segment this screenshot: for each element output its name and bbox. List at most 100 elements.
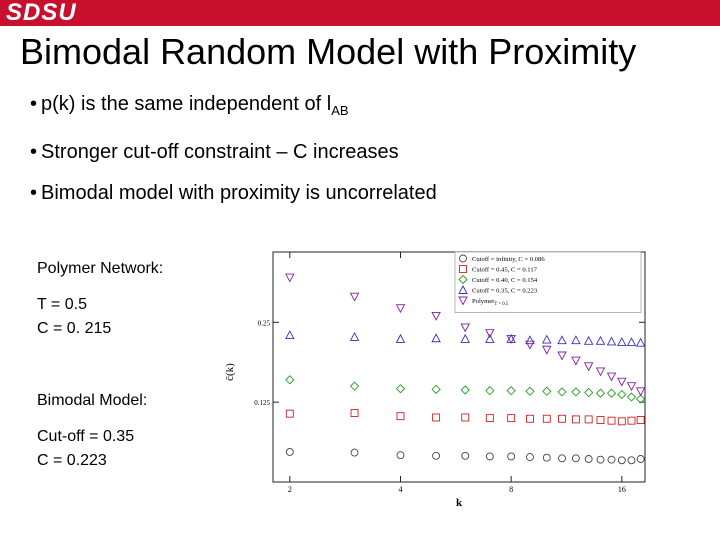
- data-point: [596, 416, 605, 424]
- data-point: [606, 336, 617, 346]
- data-point: [431, 384, 441, 394]
- data-point: [525, 340, 535, 350]
- data-point: [606, 372, 617, 382]
- data-point: [595, 335, 606, 345]
- legend-label: PolymerT = 0.5: [472, 298, 509, 307]
- bullet-text: Bimodal model with proximity is uncorrel…: [41, 182, 437, 204]
- polymer-heading: Polymer Network:: [37, 260, 164, 277]
- data-point: [395, 333, 406, 343]
- legend-label: Cutoff = infinity, C = 0.086: [472, 256, 545, 263]
- legend-label: Cutoff = 0.40, C = 0.154: [472, 277, 538, 284]
- data-point: [431, 333, 441, 343]
- legend-marker: [458, 296, 468, 306]
- data-point: [395, 304, 406, 314]
- data-point: [635, 387, 646, 397]
- data-point: [584, 415, 593, 424]
- clustering-chart: 2 4 8 16 0.125 0.25 k c̄(k) Cutoff = infinity, C…: [224, 251, 646, 509]
- data-point: [285, 448, 294, 456]
- data-point: [350, 409, 359, 417]
- bullet-icon: •: [30, 182, 38, 204]
- bullet-list: • p(k) is the same independent of lAB • St…: [30, 92, 437, 222]
- x-tick-label: 8: [509, 485, 513, 494]
- sdsu-logo: SDSU: [6, 0, 77, 26]
- legend-label-subscript: T = 0.5: [494, 302, 509, 307]
- series-3: [285, 330, 646, 347]
- data-point: [557, 387, 567, 397]
- legend-entry: PolymerT = 0.5: [458, 296, 509, 307]
- bullet-icon: •: [30, 93, 38, 115]
- data-point: [526, 453, 534, 462]
- data-point: [606, 388, 617, 398]
- series-4: [285, 273, 646, 397]
- data-point: [583, 362, 594, 372]
- header-bar: SDSU: [0, 0, 720, 26]
- data-point: [525, 386, 535, 396]
- data-point: [432, 451, 441, 460]
- data-point: [595, 367, 606, 377]
- data-point: [584, 455, 593, 463]
- data-point: [571, 415, 580, 424]
- data-point: [542, 414, 551, 423]
- data-point: [396, 451, 405, 460]
- data-point: [485, 414, 494, 423]
- bimodal-cutoff: Cut-off = 0.35: [37, 428, 135, 445]
- series-2: [285, 375, 646, 404]
- bullet-text: Stronger cut-off constraint – C increase…: [41, 141, 399, 163]
- data-point: [507, 414, 516, 423]
- page-title: Bimodal Random Model with Proximity: [20, 31, 637, 72]
- bullet-text: p(k) is the same independent of l: [41, 93, 332, 115]
- legend-entry: Cutoff = 0.40, C = 0.154: [458, 274, 538, 285]
- data-point: [636, 416, 645, 424]
- data-point: [584, 387, 594, 398]
- y-tick-label: 0.125: [254, 399, 270, 407]
- data-point: [626, 337, 637, 347]
- legend-label: Cutoff = 0.35, C = 0.223: [472, 288, 538, 295]
- data-point: [558, 454, 566, 463]
- data-point: [349, 332, 360, 341]
- data-point: [349, 381, 360, 391]
- data-point: [617, 456, 626, 465]
- data-point: [506, 333, 516, 343]
- data-point: [617, 417, 626, 426]
- data-point: [596, 455, 605, 464]
- data-point: [525, 335, 535, 345]
- x-axis-label: k: [456, 497, 463, 509]
- data-point: [526, 414, 534, 423]
- data-point: [571, 454, 580, 463]
- data-point: [285, 409, 294, 418]
- data-point: [349, 292, 360, 302]
- legend-marker: [458, 274, 468, 285]
- series-1: [285, 409, 645, 426]
- data-point: [396, 412, 405, 421]
- bimodal-heading: Bimodal Model:: [37, 392, 148, 409]
- data-point: [506, 386, 516, 396]
- data-point: [485, 329, 495, 339]
- data-point: [485, 333, 495, 343]
- data-point: [542, 334, 552, 344]
- data-point: [627, 416, 636, 425]
- data-point: [617, 337, 627, 347]
- legend-entry: Cutoff = 0.35, C = 0.223: [458, 285, 538, 295]
- legend-marker: [458, 285, 468, 294]
- legend-marker: [459, 254, 467, 263]
- data-point: [636, 455, 645, 463]
- data-point: [583, 335, 594, 345]
- data-point: [635, 337, 646, 347]
- data-point: [507, 452, 516, 461]
- legend-entry: Cutoff = infinity, C = 0.086: [459, 254, 545, 263]
- data-point: [460, 385, 470, 395]
- data-point: [506, 334, 516, 344]
- data-point: [607, 455, 616, 464]
- data-point: [558, 414, 566, 423]
- data-point: [285, 330, 295, 340]
- data-point: [617, 377, 627, 387]
- series-0: [285, 448, 645, 465]
- legend-marker: [459, 265, 467, 273]
- data-point: [626, 392, 637, 402]
- data-point: [285, 273, 295, 283]
- data-point: [432, 413, 441, 422]
- legend-entry: Cutoff = 0.45, C = 0.117: [459, 265, 538, 274]
- polymer-temperature: T = 0.5: [37, 296, 87, 313]
- data-point: [607, 416, 616, 425]
- data-point: [557, 351, 567, 361]
